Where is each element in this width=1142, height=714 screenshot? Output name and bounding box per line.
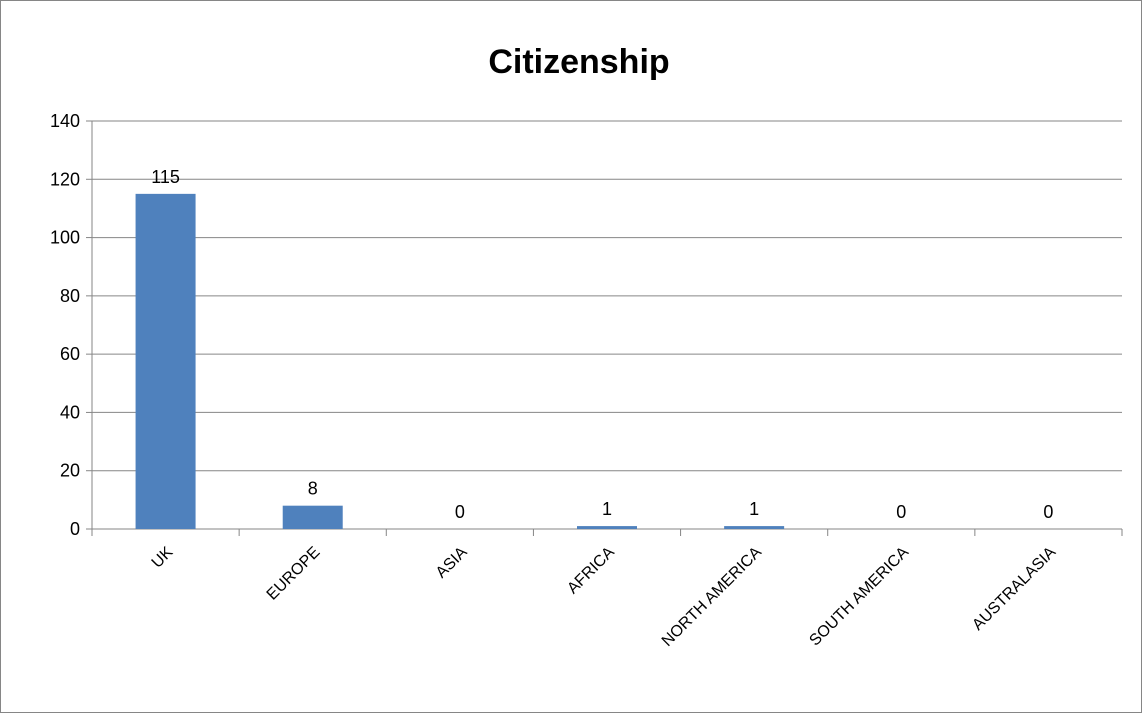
bar-uk	[135, 193, 196, 529]
bar-europe	[282, 505, 343, 529]
y-tick-label: 120	[50, 169, 80, 189]
y-tick-label: 40	[60, 402, 80, 422]
chart-title: Citizenship	[488, 43, 669, 81]
data-label: 1	[602, 499, 612, 519]
data-label: 0	[896, 502, 906, 522]
x-axis: UK EUROPE ASIA AFRICA NORTH AMERICA SOUTH AME…	[91, 528, 1123, 650]
y-tick-label: 100	[50, 228, 80, 248]
y-tick-label: 60	[60, 344, 80, 364]
y-tick-label: 20	[60, 461, 80, 481]
data-labels: 115 8 0 1 1 0 0	[151, 167, 1053, 522]
bars	[135, 193, 785, 529]
y-tick-label: 140	[50, 111, 80, 131]
x-category-label: AUSTRALASIA	[969, 544, 1059, 634]
data-label: 0	[1043, 502, 1053, 522]
x-category-label: UK	[149, 544, 177, 572]
bar-north-america	[724, 526, 785, 529]
x-category-label: AFRICA	[564, 544, 618, 598]
bar-africa	[577, 526, 637, 529]
gridlines	[92, 120, 1122, 472]
data-label: 8	[308, 479, 318, 499]
data-label: 0	[455, 502, 465, 522]
x-category-label: NORTH AMERICA	[659, 544, 765, 650]
y-tick-label: 80	[60, 286, 80, 306]
y-axis: 0 20 40 60 80 100 120 140	[50, 111, 93, 539]
x-category-label: ASIA	[433, 544, 471, 582]
y-tick-label: 0	[70, 519, 80, 539]
data-label: 115	[151, 167, 180, 187]
x-category-label: SOUTH AMERICA	[806, 544, 912, 650]
data-label: 1	[749, 499, 759, 519]
x-category-label: EUROPE	[264, 544, 324, 604]
